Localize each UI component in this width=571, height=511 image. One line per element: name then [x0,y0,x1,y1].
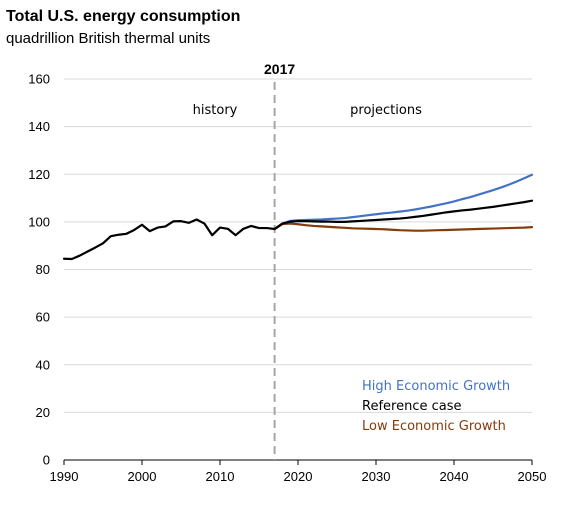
chart-subtitle: quadrillion British thermal units [6,30,211,47]
series-lines [62,173,534,261]
y-tick-label: 60 [36,310,50,325]
legend-entry: Reference case [362,399,461,414]
chart-title: Total U.S. energy consumption [6,8,241,25]
history-line [62,218,276,261]
y-tick-label: 100 [28,214,50,229]
gridlines [64,78,532,413]
y-tick-label: 20 [36,405,50,420]
series-line-high-economic-growth [273,173,534,231]
x-tick-label: 2020 [284,469,313,484]
divider-year-label: 2017 [264,61,295,77]
projections-label: projections [350,103,422,118]
y-tick-label: 160 [28,72,50,87]
y-tick-label: 120 [28,167,50,182]
x-tick-label: 2000 [128,469,157,484]
legend-entry: Low Economic Growth [362,419,506,434]
x-tick-label: 2010 [206,469,235,484]
x-tick-label: 1990 [50,469,79,484]
y-tick-label: 0 [43,453,50,468]
series-line-low-economic-growth [273,222,534,232]
y-tick-label: 40 [36,357,50,372]
y-tick-label: 140 [28,119,50,134]
y-tick-label: 80 [36,262,50,277]
series-line-reference-case [273,199,534,231]
legend: High Economic Growth Reference case Low Ec… [362,379,510,434]
x-tick-label: 2040 [440,469,469,484]
history-label: history [193,103,238,118]
divider-group: 2017 history projections [193,61,422,460]
x-tick-label: 2030 [362,469,391,484]
x-tick-label: 2050 [518,469,547,484]
legend-entry: High Economic Growth [362,379,510,394]
